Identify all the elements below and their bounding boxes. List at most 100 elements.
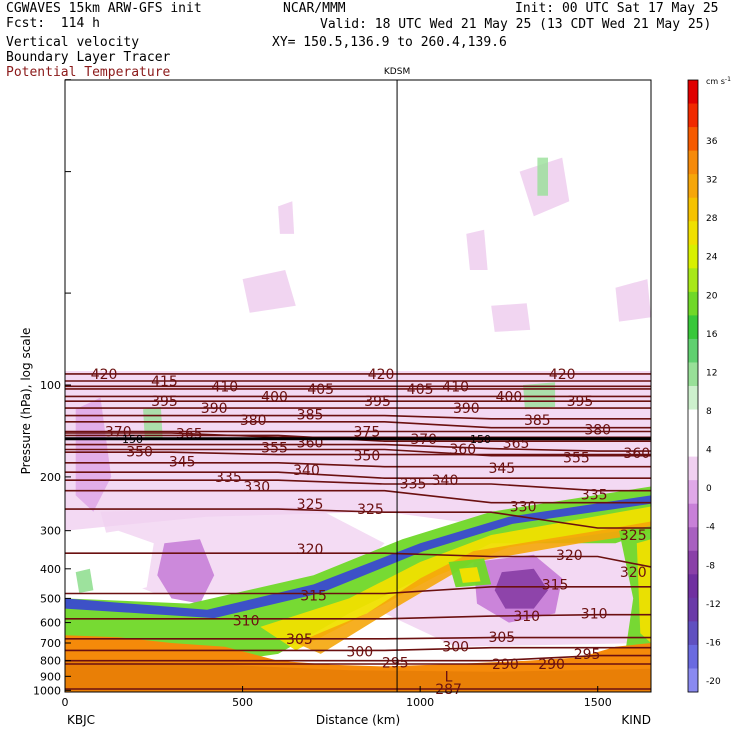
y-tick-label: 400	[40, 563, 61, 576]
theta-label-390: 390	[201, 401, 228, 417]
colorbar-swatch	[688, 550, 698, 575]
org-label: NCAR/MMM	[283, 1, 346, 16]
theta-label-330: 330	[243, 479, 270, 495]
tropopause-label: 150	[470, 433, 491, 446]
colorbar-tick-label: 36	[706, 137, 718, 147]
colorbar-unit: cm s-1	[706, 76, 731, 86]
theta-label-405: 405	[307, 382, 334, 398]
theta-label-410: 410	[442, 379, 469, 395]
theta-contour-365	[65, 434, 651, 443]
theta-label-335: 335	[581, 487, 608, 503]
colorbar-tick-label: -8	[706, 561, 715, 571]
theta-label-305: 305	[286, 632, 313, 648]
init-time: Init: 00 UTC Sat 17 May 25	[515, 1, 719, 16]
theta-label-345: 345	[169, 454, 196, 470]
theta-contour-345	[65, 461, 651, 468]
colorbar-tick-label: 16	[706, 330, 718, 340]
colorbar-swatch	[688, 433, 698, 458]
field-potential-temperature: Potential Temperature	[6, 65, 171, 80]
y-tick-label: 600	[40, 617, 61, 630]
theta-label-300: 300	[442, 640, 469, 656]
y-axis-title: Pressure (hPa), log scale	[19, 328, 33, 475]
theta-label-395: 395	[364, 394, 391, 410]
sinking-region-upper	[278, 201, 295, 234]
terrain-low-layer	[65, 660, 651, 692]
theta-label-390: 390	[453, 401, 480, 417]
y-tick-label: 800	[40, 655, 61, 668]
colorbar-tick-label: 20	[706, 291, 718, 301]
model-name: CGWAVES 15km ARW-GFS init	[6, 1, 202, 16]
y-tick-label: 700	[40, 637, 61, 650]
colorbar-swatch	[688, 268, 698, 293]
updraft-cell	[459, 567, 481, 583]
y-tick-label: 900	[40, 670, 61, 683]
theta-label-380: 380	[584, 423, 611, 439]
colorbar-tick-label: 32	[706, 176, 717, 186]
colorbar-tick-label: 28	[706, 214, 718, 224]
plot-frame	[64, 79, 652, 693]
theta-contour-305	[65, 636, 651, 640]
theta-label-420: 420	[368, 367, 395, 383]
colorbar-tick-label: -20	[706, 677, 721, 687]
theta-label-395: 395	[567, 394, 594, 410]
theta-label-360: 360	[449, 442, 476, 458]
station-label: KDSM	[384, 67, 410, 77]
theta-label-320: 320	[620, 565, 647, 581]
colorbar-unit-exponent: -1	[725, 76, 731, 83]
y-tick-label: 100	[40, 379, 61, 392]
theta-label-360: 360	[623, 446, 650, 462]
right-endpoint-label: KIND	[621, 713, 651, 727]
y-tick-label: 300	[40, 525, 61, 538]
theta-label-315: 315	[542, 577, 569, 593]
theta-contour-380	[65, 420, 651, 429]
colorbar-swatch	[688, 338, 698, 363]
colorbar-swatch	[688, 480, 698, 505]
header-left: CGWAVES 15km ARW-GFS init Fcst: 114 h	[6, 1, 202, 31]
sinking-region-upper	[466, 229, 488, 270]
theta-contour-295	[65, 654, 651, 662]
theta-label-300: 300	[346, 644, 373, 660]
theta-label-350: 350	[354, 448, 381, 464]
theta-label-420: 420	[91, 367, 118, 383]
colorbar-swatch	[688, 621, 698, 646]
theta-contour-385	[65, 414, 651, 420]
colorbar-swatch	[688, 103, 698, 128]
valid-time: Valid: 18 UTC Wed 21 May 25 (13 CDT Wed …	[320, 17, 712, 32]
colorbar-swatch	[688, 386, 698, 411]
colorbar-tick-label: 8	[706, 407, 712, 417]
theta-label-370: 370	[105, 424, 132, 440]
colorbar-swatch	[688, 597, 698, 622]
updraft-small	[537, 157, 548, 196]
y-tick-label: 200	[40, 471, 61, 484]
colorbar-tick-label: -4	[706, 523, 715, 533]
theta-label-310: 310	[513, 609, 540, 625]
x-tick-label: 0	[62, 696, 69, 709]
theta-label-325: 325	[357, 502, 384, 518]
theta-label-380: 380	[240, 413, 267, 429]
theta-contour-340	[65, 471, 651, 480]
theta-label-340: 340	[293, 463, 320, 479]
colorbar-swatch	[688, 668, 698, 693]
colorbar-swatch	[688, 409, 698, 434]
colorbar-swatch	[688, 174, 698, 199]
updraft-small	[75, 568, 94, 593]
theta-label-287: 287	[435, 682, 462, 698]
theta-label-405: 405	[407, 382, 434, 398]
x-tick-label: 500	[232, 696, 253, 709]
terrain	[65, 635, 651, 692]
theta-contour-300	[65, 646, 651, 652]
sinking-core	[75, 397, 112, 512]
y-tick-label: 500	[40, 592, 61, 605]
theta-label-420: 420	[549, 367, 576, 383]
theta-label-395: 395	[151, 394, 178, 410]
sinking-core	[494, 568, 548, 609]
theta-label-310: 310	[233, 613, 260, 629]
terrain-fill	[65, 635, 651, 692]
left-endpoint-label: KBJC	[67, 713, 95, 727]
theta-contour-360	[65, 443, 651, 452]
theta-label-295: 295	[382, 655, 409, 671]
colorbar-swatch	[688, 574, 698, 599]
field-boundary-layer-tracer: Boundary Layer Tracer	[6, 50, 171, 65]
low-pressure-marker: L	[445, 669, 453, 685]
